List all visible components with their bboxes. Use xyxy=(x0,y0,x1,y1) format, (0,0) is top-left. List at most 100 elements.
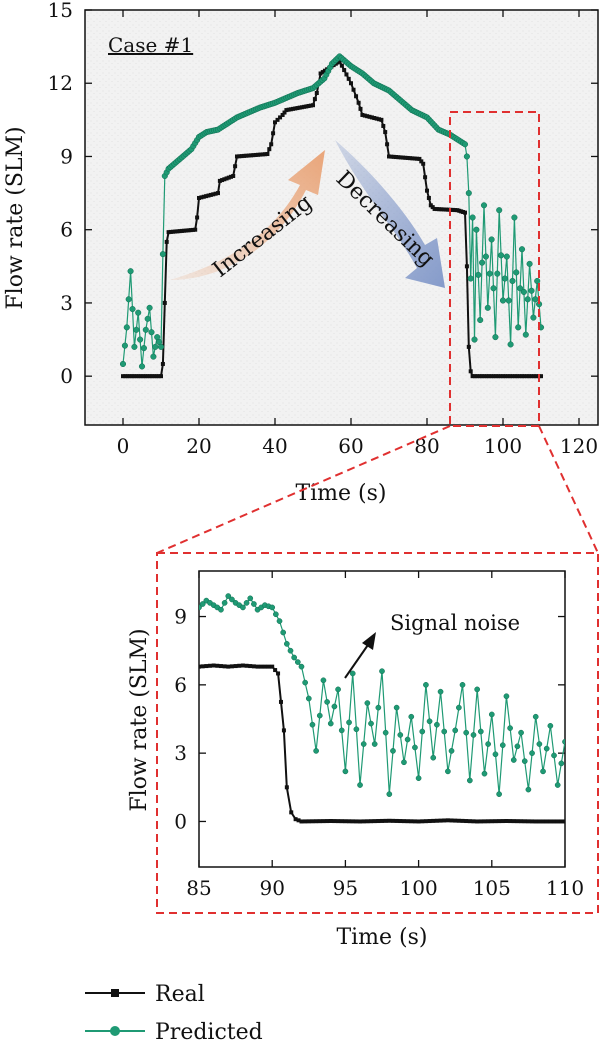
main-real-points xyxy=(121,59,543,379)
real-point xyxy=(426,195,431,200)
real-point xyxy=(531,374,536,379)
real-point xyxy=(548,819,553,824)
real-point xyxy=(387,154,391,159)
predicted-point xyxy=(469,214,476,221)
real-point xyxy=(171,229,176,234)
real-point xyxy=(515,374,520,379)
real-point xyxy=(213,191,218,196)
x-tick-label: 100 xyxy=(400,876,438,900)
real-point xyxy=(385,142,390,147)
predicted-point xyxy=(503,253,510,260)
predicted-point xyxy=(320,677,327,684)
real-point xyxy=(491,374,496,379)
predicted-point xyxy=(338,727,345,734)
x-tick-label: 105 xyxy=(473,876,511,900)
real-point xyxy=(150,374,155,379)
predicted-point xyxy=(415,775,422,782)
inset-chart: 85 90 95 100 105 110 0 3 6 9 Signal noise Flow r… xyxy=(127,570,584,950)
real-point xyxy=(328,819,333,824)
inset-real-points xyxy=(199,663,565,824)
real-point xyxy=(522,374,527,379)
real-point xyxy=(445,818,450,823)
real-point xyxy=(503,374,508,379)
real-point xyxy=(383,130,388,135)
real-point xyxy=(215,663,220,668)
real-point xyxy=(425,188,429,193)
predicted-point xyxy=(305,695,312,702)
real-point xyxy=(444,207,448,212)
predicted-point xyxy=(520,288,527,296)
real-point xyxy=(207,663,212,668)
predicted-point xyxy=(499,297,507,304)
predicted-point xyxy=(119,360,127,368)
real-point xyxy=(432,206,437,211)
real-point xyxy=(291,106,296,111)
predicted-point xyxy=(408,713,415,720)
predicted-point xyxy=(517,285,524,292)
predicted-point xyxy=(496,207,503,214)
x-tick-label: 0 xyxy=(117,434,130,458)
real-point xyxy=(132,374,137,379)
real-point xyxy=(500,819,505,824)
real-point xyxy=(489,819,494,824)
real-point xyxy=(293,106,298,111)
real-point xyxy=(244,153,249,158)
real-point xyxy=(339,63,344,68)
real-point xyxy=(365,819,370,824)
y-tick-label: 15 xyxy=(48,0,73,22)
predicted-point xyxy=(466,777,473,784)
predicted-point xyxy=(368,720,374,727)
real-point xyxy=(438,818,443,823)
real-point xyxy=(482,374,487,379)
predicted-point xyxy=(302,679,308,686)
real-point xyxy=(405,819,410,824)
real-point xyxy=(134,374,139,379)
real-point xyxy=(419,159,424,164)
predicted-point xyxy=(419,728,426,735)
predicted-point xyxy=(150,353,157,360)
inset-frame xyxy=(156,552,599,914)
real-point xyxy=(470,374,475,379)
real-point xyxy=(248,664,253,669)
noise-arrow-head xyxy=(362,632,376,650)
real-point xyxy=(372,819,377,824)
predicted-point xyxy=(225,593,232,599)
real-point xyxy=(259,664,264,669)
real-point xyxy=(471,819,476,824)
x-tick-label: 20 xyxy=(186,434,211,458)
real-point xyxy=(493,374,498,379)
predicted-point xyxy=(129,305,136,313)
predicted-point xyxy=(463,153,470,160)
predicted-point xyxy=(473,226,480,233)
real-point xyxy=(342,68,347,73)
real-point xyxy=(344,72,349,77)
real-point xyxy=(262,664,267,669)
real-point xyxy=(439,207,444,212)
predicted-point xyxy=(514,743,521,750)
real-point xyxy=(197,195,201,200)
predicted-point xyxy=(291,654,298,661)
real-point xyxy=(271,131,276,136)
real-point xyxy=(201,194,206,199)
real-point xyxy=(265,152,270,157)
y-tick-label: 9 xyxy=(60,144,73,168)
real-point xyxy=(498,374,503,379)
real-point xyxy=(380,818,384,823)
main-axis-ticks xyxy=(85,9,598,425)
predicted-point xyxy=(371,741,378,747)
predicted-point xyxy=(397,732,404,738)
real-point xyxy=(412,819,417,824)
predicted-point xyxy=(430,754,437,761)
real-point xyxy=(405,155,410,160)
real-point xyxy=(398,819,403,824)
predicted-point xyxy=(393,704,400,711)
predicted-point xyxy=(123,324,130,331)
real-point xyxy=(423,175,428,180)
real-point xyxy=(450,207,455,212)
x-tick-label: 120 xyxy=(560,434,598,458)
predicted-point xyxy=(434,721,440,728)
predicted-point xyxy=(229,596,235,603)
real-point xyxy=(311,103,315,108)
real-point xyxy=(415,156,420,161)
